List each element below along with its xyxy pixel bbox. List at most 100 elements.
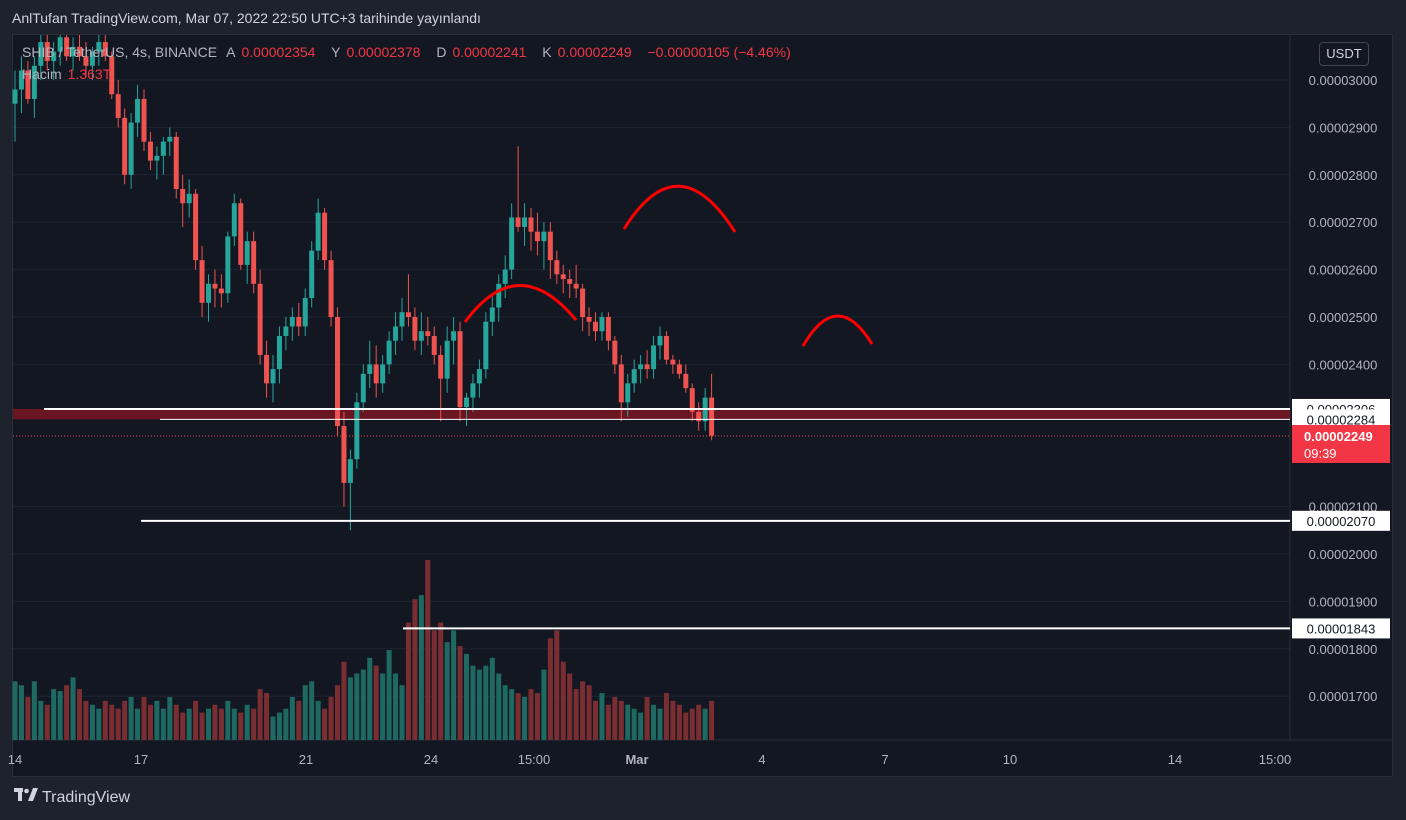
candle-body bbox=[206, 283, 211, 303]
symbol-title[interactable]: SHIB / TetherUS, 4s, BINANCE bbox=[22, 44, 218, 60]
volume-bar bbox=[44, 704, 50, 740]
candle-body bbox=[186, 193, 192, 204]
candle-body bbox=[651, 345, 657, 370]
candle-body bbox=[360, 373, 366, 403]
candle-body bbox=[31, 65, 37, 99]
volume-bar bbox=[341, 661, 347, 740]
candle-body bbox=[709, 397, 715, 436]
candle-body bbox=[515, 217, 521, 227]
volume-bar bbox=[102, 700, 108, 740]
volume-bar bbox=[502, 685, 508, 740]
price-label-box bbox=[1292, 409, 1390, 430]
volume-bar bbox=[89, 704, 95, 740]
volume-bar bbox=[115, 708, 121, 740]
volume-bar bbox=[147, 704, 153, 740]
volume-bar bbox=[638, 712, 644, 740]
volume-bar bbox=[193, 700, 199, 740]
candle-body bbox=[322, 212, 328, 261]
tradingview-logo-icon bbox=[14, 788, 38, 807]
volume-bar bbox=[676, 704, 682, 740]
candle-body bbox=[676, 364, 682, 374]
candle-body bbox=[586, 317, 592, 322]
x-tick-label: 17 bbox=[134, 752, 148, 767]
candle-body bbox=[625, 383, 631, 403]
price-label: 0.00002284 bbox=[1307, 412, 1376, 427]
chart-panel[interactable] bbox=[12, 34, 1393, 777]
candle-body bbox=[534, 231, 540, 242]
candle-body bbox=[573, 283, 579, 289]
price-label-box bbox=[1292, 618, 1390, 639]
candle-body bbox=[128, 122, 134, 175]
volume-bar bbox=[483, 665, 489, 740]
volume-bar bbox=[541, 669, 547, 740]
candle-body bbox=[638, 364, 644, 370]
currency-button[interactable]: USDT bbox=[1319, 42, 1369, 66]
candle-body bbox=[418, 331, 424, 341]
volume-bar bbox=[77, 689, 82, 740]
volume-bar bbox=[625, 704, 631, 740]
volume-bar bbox=[515, 693, 521, 740]
volume-bar bbox=[244, 704, 250, 740]
volume-bar bbox=[509, 689, 515, 740]
candle-body bbox=[483, 321, 489, 370]
y-tick-label: 0.00001700 bbox=[1309, 689, 1378, 704]
volume-bar bbox=[251, 708, 257, 740]
candle-body bbox=[115, 94, 121, 118]
volume-bar bbox=[238, 712, 244, 740]
volume-bar bbox=[309, 681, 315, 740]
volume-bar bbox=[302, 685, 308, 740]
candle-body bbox=[367, 364, 373, 374]
candle-body bbox=[380, 364, 386, 384]
current-price-label: 0.00002249 bbox=[1304, 429, 1373, 444]
volume-bar bbox=[405, 622, 411, 740]
candle-body bbox=[528, 217, 534, 232]
candle-body bbox=[296, 317, 302, 327]
price-label: 0.00001843 bbox=[1307, 621, 1376, 636]
candle-body bbox=[431, 335, 437, 355]
candle-body bbox=[270, 369, 276, 384]
publish-info: AnlTufan TradingView.com, Mar 07, 2022 2… bbox=[12, 10, 481, 26]
candle-body bbox=[309, 250, 315, 299]
volume-bar bbox=[663, 693, 669, 740]
volume-bar bbox=[283, 708, 289, 740]
candle-body bbox=[386, 340, 392, 365]
x-tick-label: 14 bbox=[1168, 752, 1182, 767]
candle-body bbox=[689, 388, 695, 412]
footer-brand[interactable]: TradingView bbox=[14, 788, 130, 807]
candle-body bbox=[231, 203, 237, 237]
x-tick-label: 10 bbox=[1003, 752, 1017, 767]
x-tick-label: 7 bbox=[881, 752, 888, 767]
volume-bar bbox=[412, 599, 418, 740]
ohlc-high: Y 0.00002378 bbox=[331, 44, 421, 60]
candle-body bbox=[141, 98, 147, 142]
candle-body bbox=[180, 189, 186, 204]
candle-body bbox=[135, 98, 141, 123]
volume-bar bbox=[38, 700, 44, 740]
candle-body bbox=[599, 317, 605, 332]
candle-body bbox=[302, 298, 308, 327]
candle-body bbox=[264, 354, 270, 384]
candle-body bbox=[593, 321, 598, 332]
x-tick-label: 15:00 bbox=[518, 752, 551, 767]
y-tick-label: 0.00002900 bbox=[1309, 120, 1378, 135]
candle-body bbox=[470, 383, 476, 398]
pattern-arc bbox=[622, 184, 737, 233]
volume-label[interactable]: Hacim bbox=[22, 66, 62, 82]
volume-bar bbox=[599, 693, 605, 740]
y-tick-label: 0.00002500 bbox=[1309, 310, 1378, 325]
volume-legend: Hacim 1.363T bbox=[22, 66, 111, 82]
x-tick-label: 15:00 bbox=[1259, 752, 1292, 767]
volume-bar bbox=[605, 704, 611, 740]
volume-bar bbox=[380, 673, 386, 740]
candle-body bbox=[147, 141, 153, 161]
candle-body bbox=[522, 217, 528, 227]
candle-body bbox=[670, 359, 676, 365]
volume-bar bbox=[160, 708, 166, 740]
pattern-arc bbox=[463, 284, 578, 323]
volume-bar bbox=[276, 712, 282, 740]
candle-body bbox=[631, 369, 637, 384]
volume-bar bbox=[554, 630, 560, 740]
candle-body bbox=[509, 217, 515, 270]
volume-bar bbox=[186, 708, 192, 740]
